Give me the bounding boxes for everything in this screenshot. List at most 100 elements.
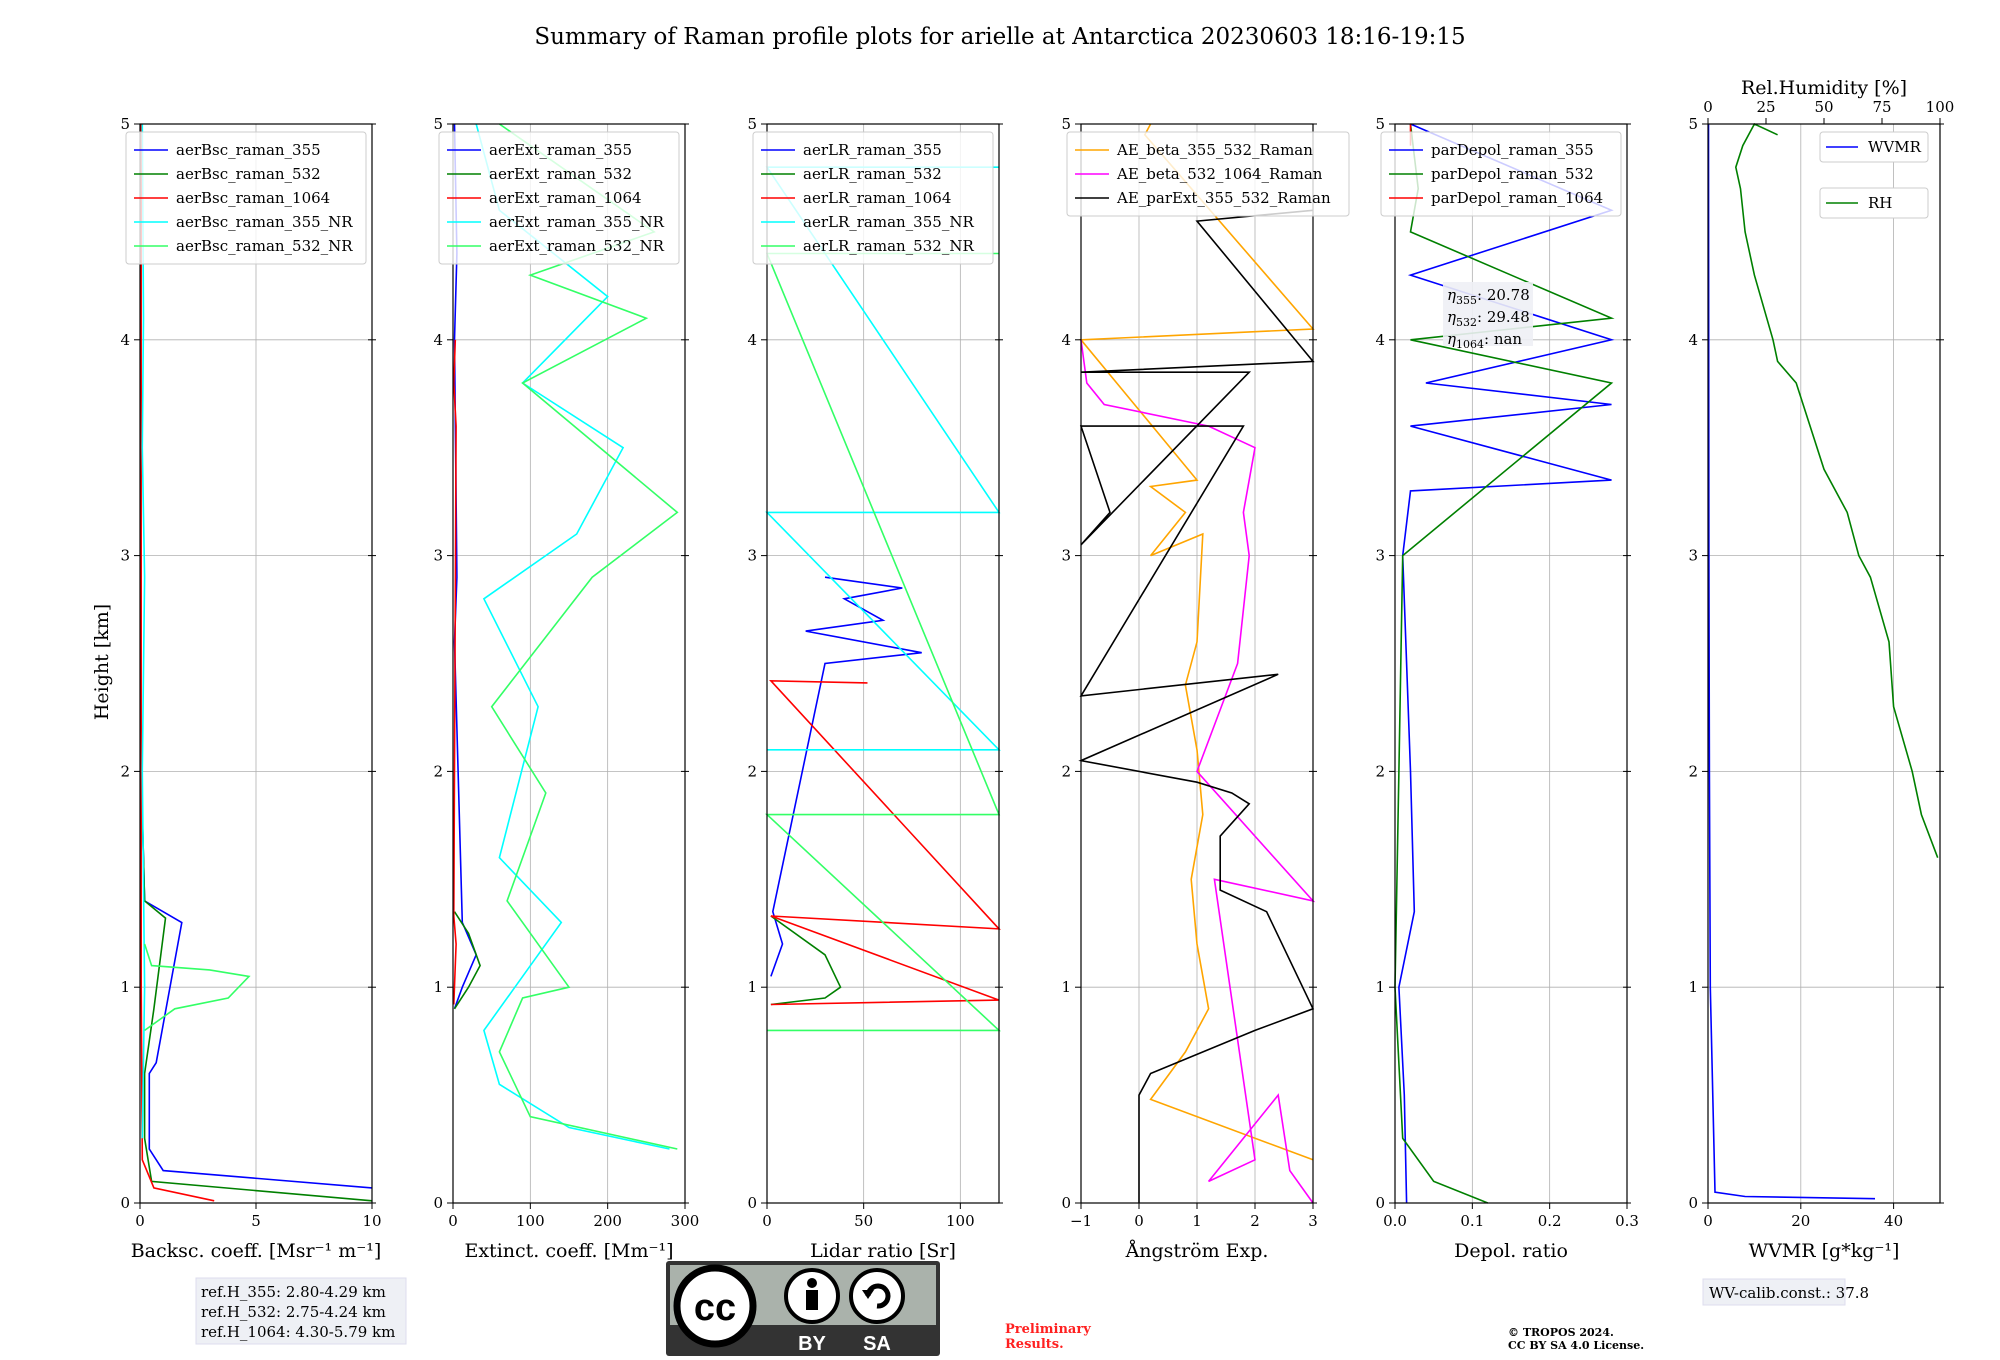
ref-height-355: ref.H_355: 2.80-4.29 km bbox=[201, 1283, 386, 1301]
x-tick-label: 0 bbox=[1134, 1212, 1144, 1230]
ref-height-box: ref.H_355: 2.80-4.29 km ref.H_532: 2.75-… bbox=[195, 1277, 407, 1345]
legend: aerBsc_raman_355 aerBsc_raman_532 aerBsc_r… bbox=[125, 131, 367, 265]
x2-axis-label: Rel.Humidity [%] bbox=[1741, 77, 1907, 99]
legend-label: aerExt_raman_532 bbox=[489, 165, 632, 183]
x-axis-label: WVMR [g*kg⁻¹] bbox=[1749, 1240, 1900, 1262]
x-tick-label: 2 bbox=[1250, 1212, 1260, 1230]
legend-label: aerExt_raman_355_NR bbox=[489, 213, 665, 231]
series-line-parDepol_raman_532 bbox=[1394, 123, 1615, 1204]
axes-frame bbox=[1707, 123, 1941, 1204]
y-tick-label: 4 bbox=[433, 331, 443, 349]
legend-label: aerLR_raman_355_NR bbox=[803, 213, 974, 231]
y-tick-label: 4 bbox=[1375, 331, 1385, 349]
figure-title: Summary of Raman profile plots for ariel… bbox=[534, 24, 1465, 50]
cc-sa-label: SA bbox=[863, 1333, 891, 1355]
series-line-aerLR_raman_1064 bbox=[769, 679, 1001, 1006]
results-label: Results. bbox=[1005, 1337, 1064, 1352]
wv-calib-constant: WV-calib.const.: 37.8 bbox=[1709, 1284, 1869, 1302]
x-axis-label: Extinct. coeff. [Mm⁻¹] bbox=[464, 1240, 673, 1262]
x-tick-label: 0.0 bbox=[1383, 1212, 1407, 1230]
y-axis-label: Height [km] bbox=[91, 604, 113, 720]
x2-tick-label: 50 bbox=[1814, 98, 1833, 116]
legend-label: aerLR_raman_532 bbox=[803, 165, 942, 183]
x-tick-label: 0 bbox=[448, 1212, 458, 1230]
y-tick-label: 5 bbox=[1688, 115, 1698, 133]
x-tick-label: 200 bbox=[593, 1212, 622, 1230]
series-line-aerExt_raman_532 bbox=[453, 911, 481, 1010]
legend-label: parDepol_raman_532 bbox=[1431, 165, 1594, 183]
x-tick-label: 40 bbox=[1884, 1212, 1903, 1230]
y-tick-label: 5 bbox=[120, 115, 130, 133]
legend: parDepol_raman_355 parDepol_raman_532 parD… bbox=[1380, 131, 1622, 217]
axes-frame bbox=[1394, 123, 1628, 1204]
cc-logo-icon bbox=[673, 1264, 757, 1348]
panel-1: 0 5 10 0 1 2 3 4 5 Backsc. coeff. [Msr⁻¹ m⁻¹] aerB… bbox=[120, 115, 381, 1262]
y-tick-label: 4 bbox=[747, 331, 757, 349]
series-line-aerLR_raman_355 bbox=[770, 576, 922, 977]
eta-355: η355: 20.78 bbox=[1447, 286, 1530, 307]
series-line-aerLR_raman_532 bbox=[770, 915, 842, 1006]
x2-tick-label: 0 bbox=[1703, 98, 1713, 116]
series-line-aerBsc_raman_532 bbox=[140, 124, 373, 1202]
legend-label: aerBsc_raman_355 bbox=[176, 141, 321, 159]
y-tick-label: 5 bbox=[747, 115, 757, 133]
y-tick-label: 1 bbox=[120, 978, 130, 996]
y-tick-label: 0 bbox=[1375, 1194, 1385, 1212]
y-tick-label: 1 bbox=[433, 978, 443, 996]
x-tick-label: 5 bbox=[251, 1212, 261, 1230]
x-axis-label: Depol. ratio bbox=[1454, 1240, 1568, 1262]
x-tick-label: 300 bbox=[671, 1212, 700, 1230]
legend-label: aerBsc_raman_355_NR bbox=[176, 213, 353, 231]
legend-label: aerExt_raman_1064 bbox=[489, 189, 642, 207]
x-tick-label: 50 bbox=[854, 1212, 873, 1230]
panel-2: 0 100 200 300 0 1 2 3 4 5 Extinct. coeff. [Mm⁻¹] ae… bbox=[433, 115, 699, 1262]
series-line-RH bbox=[1734, 122, 1939, 858]
x-tick-label: 10 bbox=[362, 1212, 381, 1230]
y-tick-label: 5 bbox=[433, 115, 443, 133]
y-tick-label: 5 bbox=[1061, 115, 1071, 133]
legend: aerLR_raman_355 aerLR_raman_532 aerLR_rama… bbox=[752, 131, 994, 265]
x2-tick-label: 25 bbox=[1756, 98, 1775, 116]
y-tick-label: 0 bbox=[1061, 1194, 1071, 1212]
legend-label: parDepol_raman_1064 bbox=[1431, 189, 1603, 207]
legend-label: AE_beta_532_1064_Raman bbox=[1116, 165, 1323, 183]
y-tick-label: 2 bbox=[1375, 762, 1385, 780]
panel-3: 0 50 100 0 1 2 3 4 5 Lidar ratio [Sr] aerLR_raman_… bbox=[747, 115, 1003, 1262]
x-tick-label: 0.1 bbox=[1460, 1212, 1484, 1230]
y-tick-label: 1 bbox=[1688, 978, 1698, 996]
legend-label: aerLR_raman_532_NR bbox=[803, 237, 974, 255]
y-tick-label: 1 bbox=[1061, 978, 1071, 996]
y-tick-label: 4 bbox=[120, 331, 130, 349]
y-tick-label: 3 bbox=[1061, 547, 1071, 565]
x-tick-label: 3 bbox=[1308, 1212, 1318, 1230]
cc-by-label: BY bbox=[798, 1333, 826, 1355]
y-tick-label: 0 bbox=[433, 1194, 443, 1212]
cc-by-sa-badge[interactable]: cc BY SA bbox=[666, 1261, 940, 1356]
y-tick-label: 2 bbox=[747, 762, 757, 780]
x-tick-label: 0.3 bbox=[1615, 1212, 1639, 1230]
x2-tick-label: 75 bbox=[1872, 98, 1891, 116]
y-tick-label: 0 bbox=[747, 1194, 757, 1212]
series-line-aerBsc_raman_355 bbox=[140, 124, 373, 1189]
series-line-aerExt_raman_532_NR bbox=[490, 123, 679, 1150]
copyright-line-1: © TROPOS 2024. bbox=[1508, 1326, 1614, 1339]
y-tick-label: 0 bbox=[120, 1194, 130, 1212]
x-tick-label: 0.2 bbox=[1538, 1212, 1562, 1230]
y-tick-label: 1 bbox=[1375, 978, 1385, 996]
x-tick-label: 0 bbox=[1703, 1212, 1713, 1230]
axes-frame bbox=[452, 123, 686, 1204]
legend-label: RH bbox=[1868, 194, 1892, 212]
y-tick-label: 1 bbox=[747, 978, 757, 996]
legend-label: aerExt_raman_532_NR bbox=[489, 237, 665, 255]
legend: AE_beta_355_532_Raman AE_beta_532_1064_Ra… bbox=[1066, 131, 1350, 217]
eta-1064: η1064: nan bbox=[1447, 330, 1522, 351]
legend-label: AE_beta_355_532_Raman bbox=[1116, 141, 1313, 159]
x-tick-label: 1 bbox=[1192, 1212, 1202, 1230]
panel-5: 0.0 0.1 0.2 0.3 0 1 2 3 4 5 Depol. ratio parDepol_r… bbox=[1375, 115, 1638, 1262]
y-tick-label: 3 bbox=[433, 547, 443, 565]
y-tick-label: 5 bbox=[1375, 115, 1385, 133]
x2-tick-label: 100 bbox=[1926, 98, 1955, 116]
y-tick-label: 4 bbox=[1688, 331, 1698, 349]
